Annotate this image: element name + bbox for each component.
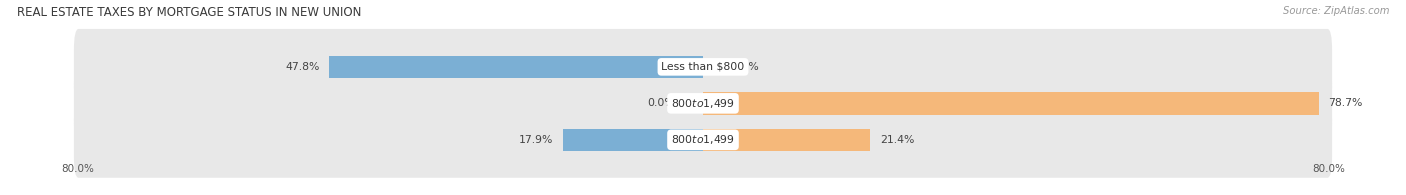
Bar bbox=[562, 129, 703, 151]
Text: Less than $800: Less than $800 bbox=[661, 62, 745, 72]
Text: REAL ESTATE TAXES BY MORTGAGE STATUS IN NEW UNION: REAL ESTATE TAXES BY MORTGAGE STATUS IN … bbox=[17, 6, 361, 19]
Text: 47.8%: 47.8% bbox=[285, 62, 319, 72]
Text: 78.7%: 78.7% bbox=[1327, 98, 1362, 108]
Text: 17.9%: 17.9% bbox=[519, 135, 554, 145]
FancyBboxPatch shape bbox=[75, 102, 1331, 178]
FancyBboxPatch shape bbox=[75, 29, 1331, 105]
Text: $800 to $1,499: $800 to $1,499 bbox=[671, 97, 735, 110]
Text: 0.0%: 0.0% bbox=[731, 62, 759, 72]
Text: 0.0%: 0.0% bbox=[647, 98, 675, 108]
Bar bbox=[703, 129, 870, 151]
Text: 21.4%: 21.4% bbox=[880, 135, 914, 145]
Bar bbox=[703, 92, 1319, 115]
FancyBboxPatch shape bbox=[75, 65, 1331, 141]
Text: Source: ZipAtlas.com: Source: ZipAtlas.com bbox=[1282, 6, 1389, 16]
Bar bbox=[329, 56, 703, 78]
Text: $800 to $1,499: $800 to $1,499 bbox=[671, 133, 735, 146]
